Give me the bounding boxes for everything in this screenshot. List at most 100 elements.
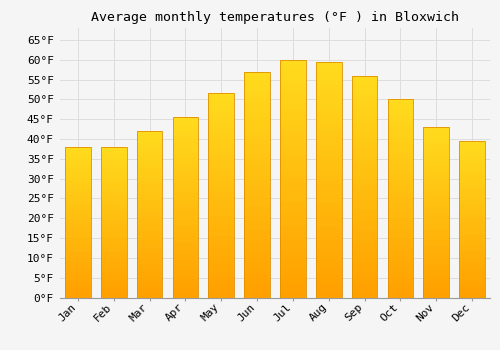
Bar [280, 283, 306, 288]
Bar [208, 293, 234, 298]
Bar [136, 144, 162, 148]
Bar [424, 267, 449, 270]
Bar [388, 270, 413, 274]
Bar [208, 240, 234, 244]
Bar [208, 183, 234, 187]
Bar [280, 136, 306, 141]
Bar [244, 85, 270, 90]
Bar [136, 287, 162, 291]
Bar [136, 228, 162, 231]
Bar [352, 89, 378, 93]
Bar [388, 171, 413, 175]
Bar [316, 166, 342, 170]
Bar [352, 258, 378, 262]
Bar [101, 150, 126, 153]
Bar [244, 221, 270, 225]
Bar [101, 186, 126, 189]
Bar [424, 158, 449, 161]
Bar [316, 194, 342, 198]
Bar [459, 275, 485, 279]
Bar [101, 162, 126, 165]
Bar [280, 169, 306, 174]
Bar [388, 202, 413, 206]
Bar [172, 225, 199, 229]
Bar [65, 207, 91, 210]
Bar [244, 103, 270, 108]
Bar [208, 150, 234, 155]
Bar [280, 236, 306, 240]
Bar [388, 250, 413, 254]
Bar [459, 266, 485, 269]
Bar [352, 240, 378, 244]
Bar [208, 114, 234, 118]
Bar [101, 264, 126, 267]
Bar [388, 135, 413, 139]
Bar [459, 185, 485, 188]
Bar [459, 232, 485, 235]
Bar [65, 210, 91, 213]
Bar [172, 290, 199, 294]
Bar [280, 207, 306, 212]
Bar [172, 272, 199, 276]
Bar [280, 193, 306, 198]
Bar [136, 254, 162, 258]
Bar [172, 189, 199, 193]
Bar [459, 207, 485, 210]
Bar [244, 175, 270, 180]
Bar [424, 202, 449, 205]
Bar [136, 294, 162, 298]
Bar [208, 142, 234, 146]
Bar [352, 133, 378, 138]
Bar [388, 222, 413, 226]
Bar [101, 156, 126, 159]
Bar [424, 216, 449, 219]
Bar [459, 263, 485, 266]
Bar [172, 254, 199, 258]
Bar [352, 235, 378, 240]
Bar [172, 117, 199, 121]
Bar [172, 117, 199, 298]
Bar [280, 212, 306, 217]
Bar [459, 254, 485, 257]
Bar [280, 60, 306, 64]
Bar [388, 178, 413, 183]
Bar [424, 233, 449, 236]
Bar [172, 164, 199, 168]
Bar [352, 284, 378, 289]
Bar [172, 283, 199, 287]
Bar [172, 124, 199, 128]
Bar [136, 134, 162, 138]
Bar [208, 102, 234, 106]
Bar [280, 155, 306, 160]
Bar [101, 153, 126, 156]
Bar [459, 172, 485, 175]
Bar [388, 123, 413, 127]
Bar [172, 186, 199, 189]
Bar [172, 168, 199, 171]
Bar [424, 223, 449, 226]
Bar [208, 208, 234, 212]
Bar [101, 189, 126, 192]
Bar [244, 234, 270, 239]
Bar [316, 265, 342, 269]
Bar [244, 271, 270, 275]
Bar [65, 240, 91, 243]
Bar [424, 127, 449, 298]
Bar [316, 246, 342, 250]
Bar [172, 139, 199, 142]
Bar [244, 162, 270, 167]
Bar [244, 108, 270, 112]
Bar [280, 222, 306, 226]
Bar [65, 216, 91, 219]
Bar [172, 150, 199, 153]
Bar [388, 163, 413, 167]
Bar [65, 174, 91, 177]
Bar [208, 253, 234, 257]
Bar [65, 198, 91, 201]
Bar [352, 173, 378, 178]
Bar [388, 289, 413, 294]
Bar [208, 93, 234, 98]
Bar [316, 180, 342, 184]
Bar [424, 236, 449, 239]
Bar [459, 294, 485, 297]
